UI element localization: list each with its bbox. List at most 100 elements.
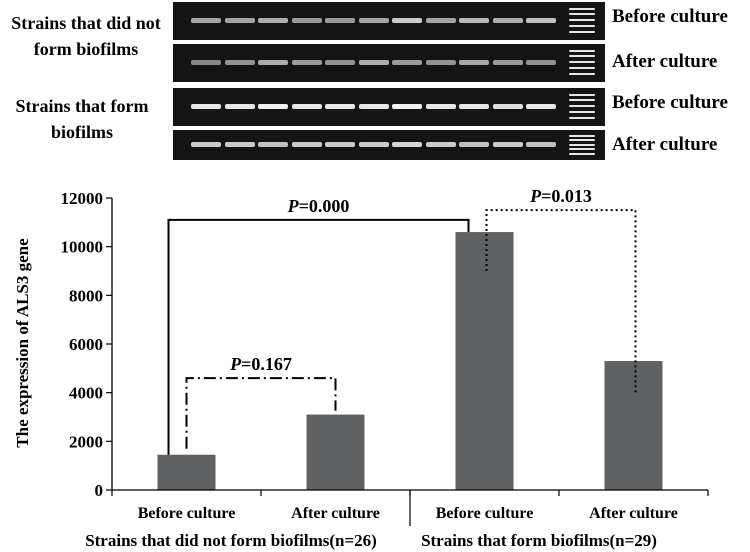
gel-row-label-3: After culture bbox=[612, 134, 718, 155]
gel-group-label-no-biofilm: Strains that did not form biofilms bbox=[2, 10, 170, 62]
gel-band bbox=[425, 104, 456, 109]
x-group-label: Strains that form biofilms(n=29) bbox=[421, 531, 657, 550]
significance-bracket bbox=[485, 209, 637, 393]
gel-band bbox=[425, 18, 456, 23]
gel-band bbox=[191, 104, 221, 109]
bar bbox=[604, 361, 663, 490]
bar bbox=[306, 414, 365, 490]
gel-row-2 bbox=[173, 88, 605, 126]
gel-ladder-band bbox=[569, 49, 595, 52]
gel-band bbox=[358, 142, 389, 147]
gel-band bbox=[325, 60, 355, 65]
gel-band bbox=[459, 18, 489, 23]
x-axis: Before culture After culture Before cultur… bbox=[85, 489, 709, 550]
gel-band bbox=[191, 18, 221, 23]
gel-band bbox=[291, 104, 322, 109]
gel-ladder-band bbox=[569, 110, 595, 113]
y-axis-label: The expression of ALS3 gene bbox=[13, 238, 32, 448]
gel-band bbox=[224, 18, 255, 23]
gel-ladder-band bbox=[569, 139, 595, 141]
gel-band bbox=[392, 18, 422, 23]
gel-band bbox=[526, 142, 556, 147]
y-tick-label: 0 bbox=[95, 481, 104, 500]
bars bbox=[157, 232, 663, 491]
gel-band bbox=[258, 18, 288, 23]
gel-band bbox=[224, 60, 255, 65]
gel-band bbox=[325, 142, 355, 147]
gel-ladder-band bbox=[569, 93, 595, 96]
gel-band bbox=[392, 60, 422, 65]
gel-group-label-no-biofilm-text: Strains that did not form biofilms bbox=[11, 13, 161, 59]
gel-band bbox=[459, 104, 489, 109]
gel-band bbox=[492, 142, 523, 147]
gel-row-label-2: Before culture bbox=[612, 92, 728, 113]
gel-ladder-band bbox=[569, 30, 595, 33]
gel-group-label-biofilm-text: Strains that form biofilms bbox=[15, 96, 149, 142]
gel-ladder-band bbox=[569, 99, 595, 102]
gel-ladder-band bbox=[569, 105, 595, 108]
p-symbol: P bbox=[287, 196, 300, 216]
gel-band bbox=[358, 18, 389, 23]
gel-band bbox=[325, 18, 355, 23]
y-tick-label: 8000 bbox=[69, 286, 103, 305]
gel-ladder-band bbox=[569, 13, 595, 16]
gel-band bbox=[459, 142, 489, 147]
y-axis: 0 2000 4000 6000 8000 10000 12000 bbox=[61, 189, 113, 500]
gel-row-3 bbox=[173, 130, 605, 160]
x-category-label: After culture bbox=[291, 505, 380, 522]
gel-ladder-band bbox=[569, 61, 595, 64]
x-category-label: After culture bbox=[589, 505, 678, 522]
gel-band bbox=[258, 142, 288, 147]
gel-band bbox=[191, 60, 221, 65]
y-tick-label: 12000 bbox=[61, 189, 104, 208]
gel-band bbox=[258, 60, 288, 65]
gel-ladder-band bbox=[569, 66, 595, 69]
gel-band bbox=[291, 142, 322, 147]
gel-band bbox=[291, 60, 322, 65]
gel-band bbox=[425, 142, 456, 147]
gel-band bbox=[358, 104, 389, 109]
gel-ladder-band bbox=[569, 19, 595, 22]
gel-ladder-band bbox=[569, 143, 595, 146]
gel-band bbox=[224, 104, 255, 109]
bar bbox=[157, 454, 216, 490]
gel-ladder-band bbox=[569, 24, 595, 27]
bar bbox=[455, 232, 514, 491]
p-value: =0.013 bbox=[541, 186, 592, 206]
gel-ladder-band bbox=[569, 152, 595, 155]
p-value-label: P=0.167 bbox=[229, 354, 292, 374]
gel-ladder-band bbox=[569, 134, 595, 137]
gel-band bbox=[358, 60, 389, 65]
gel-band bbox=[492, 18, 523, 23]
gel-ladder-band bbox=[569, 148, 595, 150]
gel-band bbox=[392, 142, 422, 147]
x-group-label: Strains that did not form biofilms(n=26) bbox=[85, 531, 377, 550]
p-symbol: P bbox=[529, 186, 542, 206]
y-tick-label: 4000 bbox=[69, 384, 103, 403]
gel-row-1 bbox=[173, 44, 605, 82]
gel-ladder-band bbox=[569, 116, 595, 119]
y-tick-label: 10000 bbox=[61, 238, 104, 257]
gel-band bbox=[526, 18, 556, 23]
gel-band bbox=[291, 18, 322, 23]
gel-band bbox=[325, 104, 355, 109]
p-value-label: P=0.000 bbox=[287, 196, 350, 216]
gel-ladder-band bbox=[569, 72, 595, 75]
gel-band bbox=[258, 104, 288, 109]
gel-ladder-band bbox=[569, 7, 595, 10]
p-value: =0.000 bbox=[299, 196, 350, 216]
y-tick-label: 2000 bbox=[69, 432, 103, 451]
gel-band bbox=[191, 142, 221, 147]
gel-row-label-0: Before culture bbox=[612, 6, 728, 27]
x-category-label: Before culture bbox=[138, 505, 236, 522]
gel-ladder-band bbox=[569, 55, 595, 58]
p-value: =0.167 bbox=[241, 354, 292, 374]
gel-band bbox=[492, 104, 523, 109]
p-symbol: P bbox=[229, 354, 242, 374]
gel-band bbox=[459, 60, 489, 65]
gel-group-label-biofilm: Strains that form biofilms bbox=[2, 93, 162, 145]
gel-band bbox=[526, 60, 556, 65]
gel-band bbox=[392, 104, 422, 109]
